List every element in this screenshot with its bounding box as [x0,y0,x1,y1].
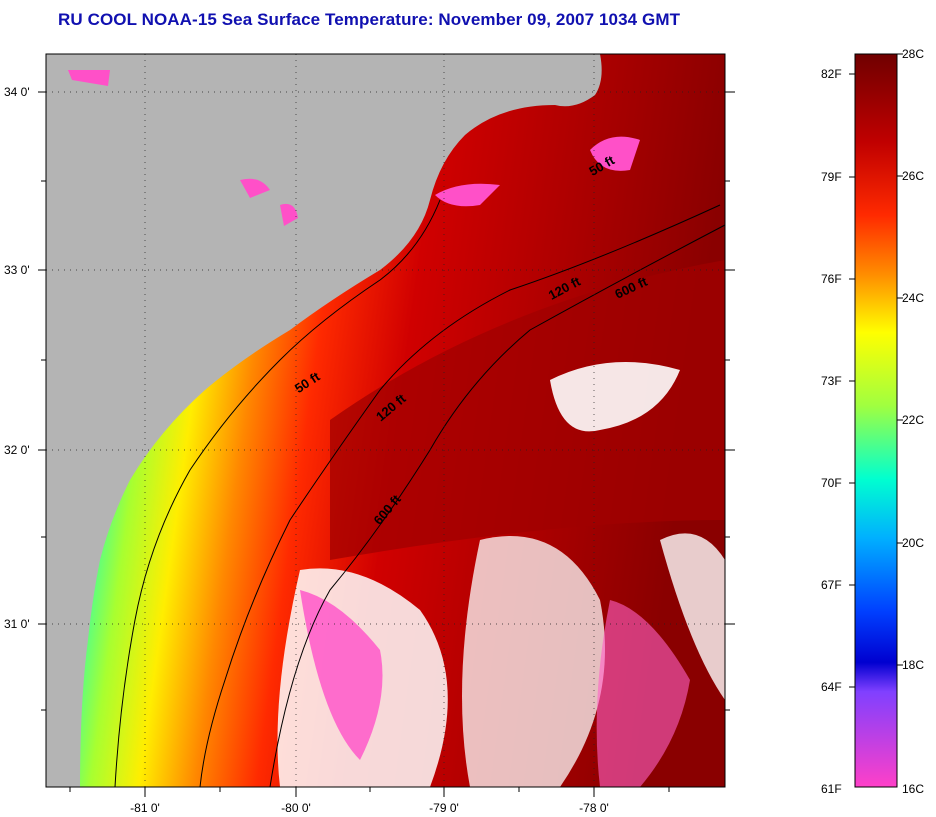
colorbar-label-c: 16C [902,782,924,796]
axis-ticks [38,91,735,797]
longitude-label: -80 0' [281,801,311,815]
map-frame [45,53,726,788]
colorbar-label-c: 20C [902,536,924,550]
latitude-label: 32 0' [4,443,30,457]
colorbar-label-c: 24C [902,291,924,305]
colorbar-label-c: 28C [902,47,924,61]
cloud-patch [550,362,680,432]
page-title: RU COOL NOAA-15 Sea Surface Temperature:… [58,10,681,29]
cloud-patch [300,590,383,760]
colorbar-label-f: 76F [821,272,842,286]
latitude-label: 34 0' [4,85,30,99]
colorbar-label-f: 73F [821,374,842,388]
colorbar-label-c: 18C [902,658,924,672]
colorbar-label-f: 64F [821,680,842,694]
colorbar-label-c: 26C [902,169,924,183]
cloud-patch [660,533,725,700]
colorbar-label-f: 82F [821,67,842,81]
coastal-fringe [435,183,500,207]
longitude-label: -79 0' [429,801,459,815]
latitude-label: 31 0' [4,617,30,631]
inland-pixel [240,178,270,198]
longitude-label: -78 0' [579,801,609,815]
colorbar-label-f: 67F [821,578,842,592]
warm-water-region [330,260,725,560]
land-area [46,54,602,787]
contour-120ft [199,204,721,787]
colorbar-ticks [849,53,903,688]
colorbar-label-c: 22C [902,413,924,427]
colorbar [854,53,898,788]
inland-pixel [280,203,298,226]
cloud-patch [462,536,605,787]
longitude-label: -81 0' [130,801,160,815]
inland-pixel [68,70,110,86]
graticule [46,54,725,787]
coastal-fringe [590,136,640,171]
colorbar-label-f: 61F [821,782,842,796]
colorbar-label-f: 70F [821,476,842,490]
map-image [46,54,725,787]
colorbar-label-f: 79F [821,170,842,184]
contour-50ft [114,199,441,787]
latitude-label: 33 0' [4,263,30,277]
cloud-patch [596,600,690,787]
